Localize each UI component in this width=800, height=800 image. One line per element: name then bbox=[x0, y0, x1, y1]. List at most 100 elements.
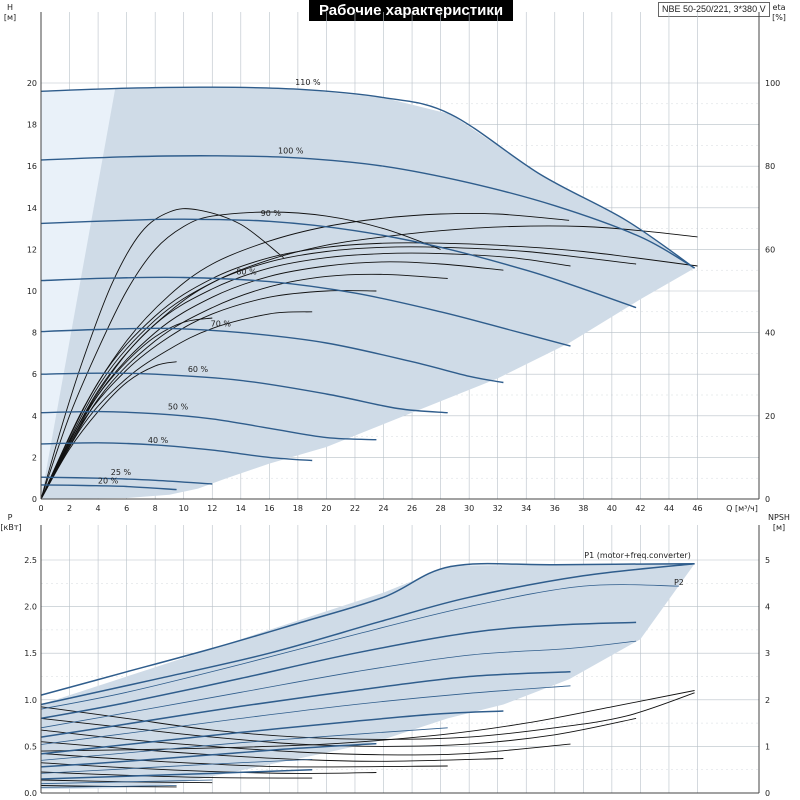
power-curve bbox=[40, 584, 679, 710]
power-curve bbox=[40, 710, 504, 755]
npsh-curve bbox=[40, 771, 313, 779]
power-curve bbox=[40, 621, 637, 720]
npsh-curve bbox=[40, 692, 695, 740]
x-tick-label: 38 bbox=[578, 504, 588, 513]
y-tick-label: 0.0 bbox=[24, 789, 37, 798]
y-right-axis-label: NPSH bbox=[768, 513, 790, 522]
x-tick-label: 30 bbox=[464, 504, 474, 513]
power-envelope bbox=[41, 563, 695, 790]
power-curve bbox=[40, 742, 377, 768]
y-right-tick-label: 20 bbox=[765, 412, 775, 421]
y-tick-label: 0.5 bbox=[24, 742, 37, 751]
y-right-tick-label: 3 bbox=[765, 649, 770, 658]
y-right-axis-label: eta bbox=[773, 3, 786, 12]
npsh-curve bbox=[40, 690, 695, 752]
speed-curve bbox=[40, 484, 177, 491]
npsh-curve bbox=[40, 762, 377, 774]
speed-curves: 110 % 100 % 90 % 80 % 70 % 60 % 50 % 40 % 25 %20… bbox=[40, 78, 696, 491]
x-tick-label: 22 bbox=[350, 504, 360, 513]
y-right-tick-label: 2 bbox=[765, 696, 770, 705]
y-tick-label: 16 bbox=[27, 162, 37, 171]
x-tick-label: 28 bbox=[436, 504, 446, 513]
efficiency-curve bbox=[40, 317, 213, 500]
x-tick-label: 32 bbox=[493, 504, 503, 513]
power-curve bbox=[40, 785, 177, 788]
power-npsh-plot: P1 (motor+freq.converter)P20.00.51.01.52… bbox=[0, 513, 790, 798]
y-axis-label: H bbox=[7, 3, 13, 12]
power-curve bbox=[40, 768, 313, 780]
y-tick-label: 20 bbox=[27, 79, 37, 88]
speed-curve-label: 70 % bbox=[211, 319, 232, 328]
speed-curve-label: 50 % bbox=[168, 403, 189, 412]
y-right-tick-label: 100 bbox=[765, 79, 780, 88]
x-tick-label: 40 bbox=[607, 504, 617, 513]
power-curve bbox=[40, 727, 448, 761]
speed-curve bbox=[40, 327, 504, 384]
power-curve-label: P2 bbox=[674, 578, 684, 587]
x-tick-label: 0 bbox=[38, 504, 43, 513]
speed-curve bbox=[40, 372, 448, 414]
x-tick-label: 8 bbox=[153, 504, 158, 513]
x-tick-label: 6 bbox=[124, 504, 129, 513]
efficiency-curve bbox=[40, 211, 441, 500]
speed-curve bbox=[40, 476, 213, 485]
power-curve-label: P1 (motor+freq.converter) bbox=[584, 551, 691, 560]
power-curve bbox=[40, 640, 637, 729]
x-tick-label: 46 bbox=[692, 504, 702, 513]
speed-curve-label: 60 % bbox=[188, 365, 209, 374]
y-right-tick-label: 0 bbox=[765, 789, 770, 798]
efficiency-curve bbox=[40, 208, 284, 500]
y-tick-label: 2.0 bbox=[24, 603, 37, 612]
y-right-tick-label: 0 bbox=[765, 495, 770, 504]
head-efficiency-plot: 110 %100 %90 %80 %70 %60 %50 %40 %25 %20… bbox=[4, 3, 786, 513]
power-curve bbox=[40, 562, 695, 706]
y-right-tick-label: 5 bbox=[765, 556, 770, 565]
npsh-curve bbox=[40, 741, 504, 762]
power-curve bbox=[40, 671, 571, 738]
speed-curve-label: 90 % bbox=[261, 209, 282, 218]
model-label: NBE 50-250/221, 3*380 V bbox=[658, 2, 770, 17]
y-tick-label: 14 bbox=[27, 204, 37, 213]
speed-curve-label: 40 % bbox=[148, 436, 169, 445]
efficiency-curves bbox=[40, 208, 698, 500]
efficiency-curve bbox=[40, 361, 177, 500]
y-tick-label: 8 bbox=[32, 329, 37, 338]
speed-curve bbox=[40, 218, 637, 309]
top-tick-labels: 0 2 4 6 8 10 12 14 16 18 20 22 24 26 28 30 32 34 36 38 40 42 4… bbox=[4, 3, 786, 513]
x-tick-label: 26 bbox=[407, 504, 417, 513]
x-tick-label: 14 bbox=[236, 504, 246, 513]
x-tick-label: 10 bbox=[179, 504, 189, 513]
y-tick-label: 4 bbox=[32, 412, 37, 421]
y-right-tick-label: 60 bbox=[765, 245, 775, 254]
y-tick-label: 1.0 bbox=[24, 696, 37, 705]
speed-curve bbox=[40, 155, 695, 269]
power-curve bbox=[40, 685, 571, 745]
y-tick-label: 0 bbox=[32, 495, 37, 504]
speed-curve-label: 20 % bbox=[98, 476, 119, 485]
y-right-tick-label: 1 bbox=[765, 742, 770, 751]
speed-curve-label: 80 % bbox=[236, 267, 257, 276]
efficiency-curve bbox=[40, 273, 448, 500]
speed-curve bbox=[40, 442, 313, 462]
y-right-axis-unit: [%] bbox=[772, 13, 786, 22]
x-tick-label: 24 bbox=[378, 504, 388, 513]
x-tick-label: 42 bbox=[635, 504, 645, 513]
speed-curve-label: 110 % bbox=[295, 78, 321, 87]
y-tick-label: 2.5 bbox=[24, 556, 37, 565]
y-tick-label: 18 bbox=[27, 121, 37, 130]
speed-curve-label: 25 % bbox=[111, 468, 132, 477]
x-tick-label: 12 bbox=[207, 504, 217, 513]
efficiency-curve bbox=[40, 225, 698, 500]
x-tick-label: 4 bbox=[96, 504, 101, 513]
y-tick-label: 6 bbox=[32, 370, 37, 379]
y-axis-label: P bbox=[8, 513, 13, 522]
npsh-curves bbox=[40, 690, 695, 788]
speed-curve bbox=[40, 276, 571, 347]
x-tick-label: 44 bbox=[664, 504, 674, 513]
efficiency-curve bbox=[40, 212, 570, 500]
x-axis-label: Q [м³/ч] bbox=[726, 504, 758, 513]
y-right-tick-label: 4 bbox=[765, 603, 770, 612]
speed-curve bbox=[40, 410, 377, 441]
